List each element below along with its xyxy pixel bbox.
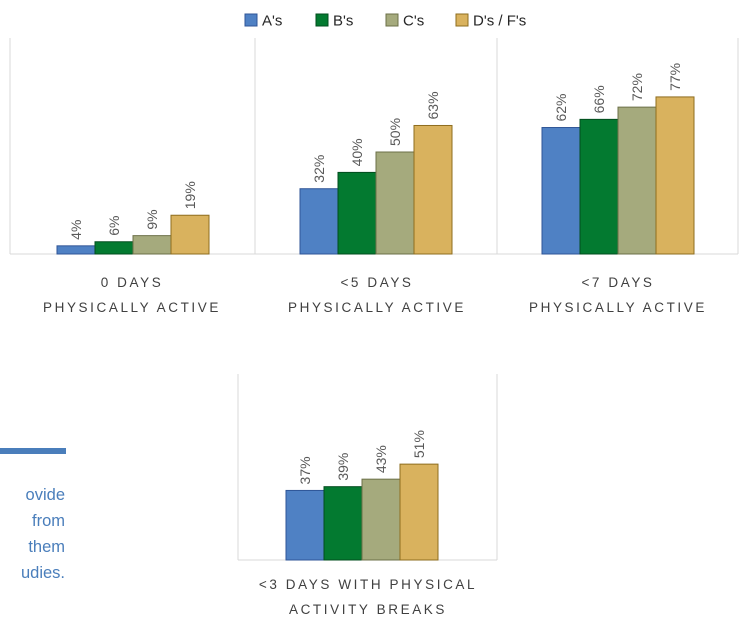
bar-a xyxy=(541,127,581,255)
legend-item-d: D's / F's xyxy=(455,13,526,30)
data-label: 66% xyxy=(591,85,607,113)
legend-label-c: C's xyxy=(403,13,424,30)
legend-label-a: A's xyxy=(262,13,282,30)
data-label: 40% xyxy=(349,138,365,166)
data-label: 37% xyxy=(297,456,313,484)
legend-swatch-c xyxy=(385,13,399,27)
legend-label-d: D's / F's xyxy=(473,13,526,30)
side-accent-bar xyxy=(0,448,66,454)
bar-c xyxy=(617,106,657,255)
category-label: <5 DAYS xyxy=(340,275,413,290)
bar-d xyxy=(399,463,439,561)
data-label: 63% xyxy=(425,91,441,119)
legend-label-b: B's xyxy=(333,13,353,30)
panel-less-7-days-active: 62% 66% 72% 77% xyxy=(541,63,695,255)
category-label: ACTIVITY BREAKS xyxy=(289,602,447,617)
data-label: 51% xyxy=(411,430,427,458)
side-text-line: them xyxy=(28,538,65,556)
data-label: 43% xyxy=(373,445,389,473)
legend-swatch-a xyxy=(244,13,258,27)
bar-b xyxy=(323,486,363,561)
bar-b xyxy=(94,241,134,255)
bar-c xyxy=(361,478,401,561)
bar-b xyxy=(337,171,377,255)
category-label: <3 DAYS WITH PHYSICAL xyxy=(259,577,477,592)
legend-item-b: B's xyxy=(315,13,353,30)
legend-swatch-d xyxy=(455,13,469,27)
data-label: 72% xyxy=(629,73,645,101)
side-text-line: from xyxy=(32,512,65,530)
legend-item-c: C's xyxy=(385,13,424,30)
category-label: PHYSICALLY ACTIVE xyxy=(288,300,466,315)
category-label: 0 DAYS xyxy=(101,275,164,290)
bar-d xyxy=(170,214,210,255)
bar-c xyxy=(132,235,172,255)
panel-0-days-active: 4% 6% 9% 19% xyxy=(56,181,210,255)
data-label: 32% xyxy=(311,155,327,183)
data-label: 9% xyxy=(144,209,160,229)
panel-less-5-days-active: 32% 40% 50% 63% xyxy=(299,91,453,255)
side-text-line: ovide xyxy=(26,486,65,504)
data-label: 62% xyxy=(553,93,569,121)
legend-swatch-b xyxy=(315,13,329,27)
category-label: PHYSICALLY ACTIVE xyxy=(43,300,221,315)
legend-item-a: A's xyxy=(244,13,282,30)
data-label: 50% xyxy=(387,118,403,146)
bar-b xyxy=(579,118,619,255)
bar-a xyxy=(285,489,325,561)
bar-c xyxy=(375,151,415,255)
data-label: 39% xyxy=(335,453,351,481)
panel-less-3-days-breaks: 37% 39% 43% 51% xyxy=(285,430,439,561)
bar-d xyxy=(413,124,453,255)
bar-a xyxy=(299,188,339,255)
data-label: 19% xyxy=(182,181,198,209)
bar-a xyxy=(56,245,96,255)
category-label: PHYSICALLY ACTIVE xyxy=(529,300,707,315)
data-label: 77% xyxy=(667,63,683,91)
category-labels: 0 DAYS PHYSICALLY ACTIVE <5 DAYS PHYSICA… xyxy=(43,275,707,617)
category-label: <7 DAYS xyxy=(581,275,654,290)
bar-d xyxy=(655,96,695,255)
side-text-line: udies. xyxy=(21,564,65,582)
data-label: 4% xyxy=(68,220,84,240)
data-label: 6% xyxy=(106,216,122,236)
side-text-block: ovide from them udies. xyxy=(0,448,66,582)
chart-legend: A's B's C's D's / F's xyxy=(244,13,526,30)
